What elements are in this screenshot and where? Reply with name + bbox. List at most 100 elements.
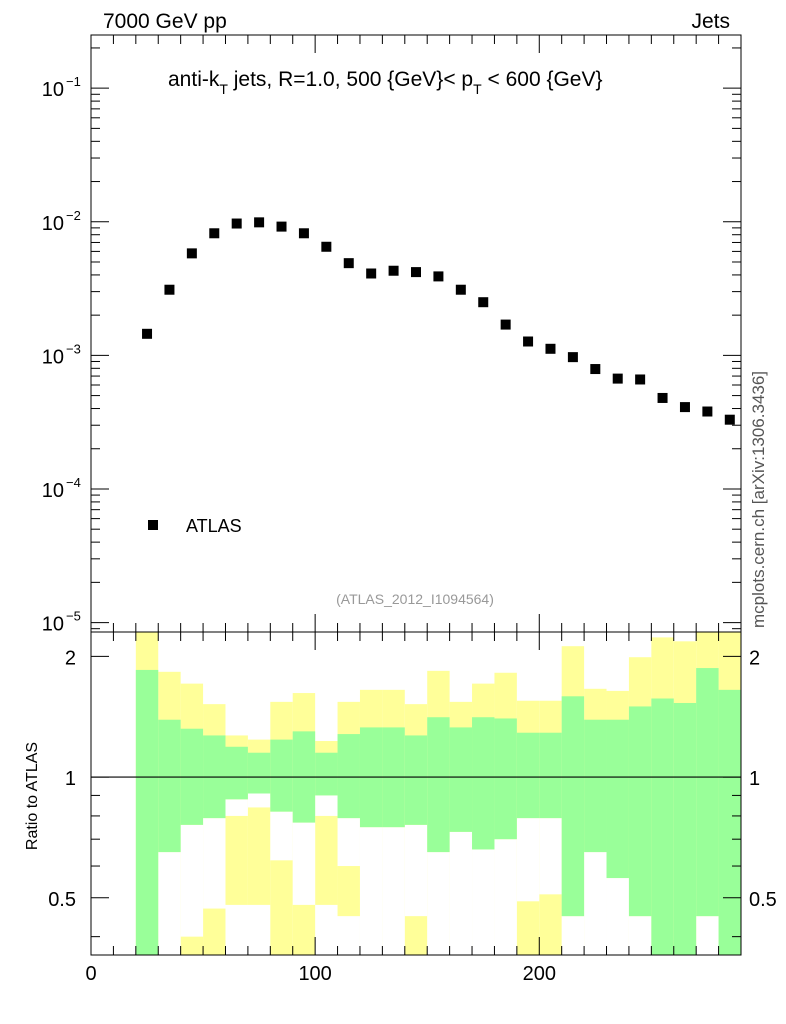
data-point [231, 218, 242, 229]
white-band-segment [180, 824, 204, 937]
white-band-segment [382, 827, 405, 955]
main-plot-panel: 10−110−210−310−410−5 anti-kT jets, R=1.0… [42, 34, 742, 636]
ratio-plot-panel: 0.5 0.5 1 1 2 2 0 100 200 Ratio to ATLAS [24, 631, 777, 985]
white-band-segment [337, 818, 360, 867]
white-band-segment [696, 916, 719, 955]
green-band-segment [270, 739, 293, 812]
ratio-y-ticks [91, 655, 741, 938]
data-point [724, 414, 735, 425]
y-tick-label: 10 [42, 346, 64, 368]
ratio-y-tick-label-right: 0.5 [749, 889, 777, 911]
white-band-segment [472, 849, 495, 955]
green-band-segment [472, 717, 495, 850]
legend-label: ATLAS [186, 516, 242, 536]
data-point [298, 228, 309, 239]
y-tick-label: 10 [42, 480, 64, 502]
green-band-segment [718, 689, 741, 955]
y-tick-label: 10 [42, 79, 64, 101]
green-band-segment [651, 698, 674, 955]
header-energy-label: 7000 GeV pp [103, 10, 227, 33]
y-tick-exponent: −2 [66, 208, 81, 223]
white-band-segment [449, 831, 473, 955]
y-tick-exponent: −1 [66, 74, 81, 89]
data-point [164, 284, 175, 295]
white-band-segment [606, 878, 629, 955]
data-point [343, 258, 354, 269]
white-band-segment [225, 799, 248, 816]
white-band-segment [404, 824, 428, 917]
ratio-y-tick-label: 1 [65, 768, 76, 790]
white-band-segment [628, 916, 652, 955]
y-tick-exponent: −5 [66, 609, 81, 624]
main-y-tick-labels: 10−110−210−310−410−5 [42, 74, 81, 635]
data-point [388, 265, 399, 276]
data-point [433, 271, 444, 282]
y-tick-label: 10 [42, 614, 64, 636]
green-band-segment [135, 669, 159, 955]
data-point [590, 364, 601, 375]
data-point [366, 268, 377, 279]
data-point [411, 267, 421, 278]
ratio-y-tick-labels: 0.5 0.5 1 1 2 2 [48, 647, 777, 910]
data-point [321, 241, 332, 252]
data-markers [142, 217, 735, 425]
x-tick-label: 0 [85, 963, 96, 985]
header-process-label: Jets [691, 10, 730, 33]
white-band-segment [494, 839, 517, 955]
side-source-label: mcplots.cern.ch [arXiv:1306.3436] [749, 371, 768, 628]
green-band-segment [606, 719, 629, 879]
x-tick-label: 100 [298, 963, 331, 985]
white-band-segment [315, 795, 338, 816]
y-tick-label: 10 [42, 213, 64, 235]
data-point [567, 352, 578, 363]
data-point [142, 328, 153, 339]
green-band-segment [247, 752, 271, 794]
data-point [523, 336, 534, 347]
y-tick-exponent: −3 [66, 341, 81, 356]
green-band-segment [315, 752, 338, 796]
green-band-segment [404, 735, 428, 825]
ratio-bands [135, 632, 741, 955]
main-plot-frame [90, 34, 742, 633]
data-point [455, 284, 466, 295]
green-band-segment [584, 719, 607, 853]
main-x-ticks [90, 35, 742, 632]
green-band-segment [673, 702, 697, 955]
white-band-segment [247, 793, 271, 808]
green-band-segment [225, 746, 248, 800]
green-band-segment [449, 727, 473, 832]
white-band-segment [584, 852, 607, 955]
white-band-segment [203, 818, 226, 909]
white-band-segment [539, 818, 562, 895]
data-point [276, 221, 287, 232]
main-y-ticks [91, 47, 741, 630]
plot-title: anti-kT jets, R=1.0, 500 {GeV}< pT < 600… [168, 68, 603, 97]
ratio-y-tick-label-right: 1 [749, 768, 760, 790]
data-point [500, 319, 511, 330]
data-point [186, 248, 197, 259]
white-band-segment [516, 818, 540, 902]
legend-marker [148, 520, 158, 530]
green-band-segment [158, 719, 181, 853]
green-band-segment [516, 732, 540, 819]
data-point [209, 228, 220, 239]
x-axis-tick-labels: 0 100 200 [85, 963, 556, 985]
ratio-y-tick-label-right: 2 [749, 647, 760, 669]
data-point [635, 374, 646, 385]
green-band-segment [337, 734, 360, 819]
data-point [545, 343, 556, 354]
green-band-segment [494, 718, 517, 840]
white-band-segment [270, 811, 293, 861]
data-point [679, 402, 690, 413]
data-point [657, 392, 668, 403]
green-band-segment [696, 668, 719, 917]
ratio-y-axis-label: Ratio to ATLAS [24, 742, 41, 850]
x-tick-label: 200 [523, 963, 556, 985]
ratio-x-ticks [90, 632, 742, 955]
data-point [702, 406, 713, 417]
data-point [254, 217, 265, 228]
white-band-segment [561, 916, 585, 955]
ratio-y-tick-label: 0.5 [48, 889, 76, 911]
white-band-segment [158, 852, 181, 955]
